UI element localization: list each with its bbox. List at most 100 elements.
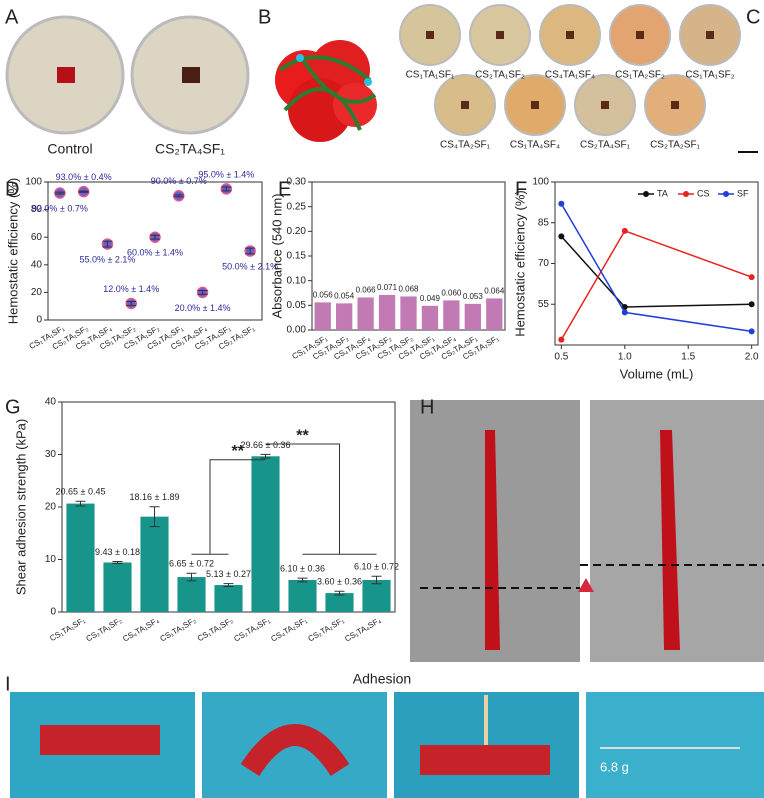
y-tick-label: 20 <box>31 287 43 298</box>
error-bar <box>102 240 113 248</box>
value-label: 9.43 ± 0.18 <box>95 547 140 557</box>
line <box>560 235 752 308</box>
caption: Control <box>47 141 92 157</box>
x-tick-label: CS₂TA₂SF₁ <box>307 616 346 644</box>
legend-swatch <box>723 191 729 197</box>
x-tick-label: CS₂TA₁SF₂ <box>85 616 124 644</box>
value-label: 0.049 <box>420 294 441 303</box>
error-bar <box>78 190 89 193</box>
bar <box>486 298 503 330</box>
y-tick-label: 0.30 <box>287 177 307 188</box>
bar <box>421 305 439 330</box>
y-tick-label: 0.20 <box>287 226 307 237</box>
value-label: 6.10 ± 0.72 <box>354 562 399 572</box>
caption: CS₂TA₄SF₁ <box>155 141 225 157</box>
caption: CS₄TA₂SF₁ <box>440 140 491 151</box>
value-label: 0.053 <box>463 292 484 301</box>
panel-label: A <box>5 6 19 28</box>
panel-label: E <box>278 178 291 200</box>
legend-swatch <box>643 191 649 197</box>
value-label: 50.0% ± 2.1% <box>222 261 278 271</box>
panel-label: D <box>5 178 19 200</box>
x-tick-label: CS₁TA₂SF₂ <box>159 616 198 644</box>
x-axis-label: Volume (mL) <box>620 366 694 381</box>
x-tick-label: CS₁TA₁SF₁ <box>48 616 87 643</box>
error-bar <box>223 583 234 587</box>
panel-title: Adhesion <box>353 671 411 687</box>
annotation: 6.8 g <box>600 759 629 774</box>
marker <box>748 301 755 308</box>
bar <box>66 503 95 612</box>
bar <box>214 585 243 612</box>
error-bar <box>197 289 208 295</box>
hydrogel <box>531 101 539 109</box>
y-tick-label: 85 <box>538 217 550 228</box>
y-tick-label: 30 <box>45 449 57 460</box>
bar <box>400 296 417 330</box>
error-bar <box>186 572 197 582</box>
value-label: 93.0% ± 0.4% <box>56 172 112 182</box>
panel-label: F <box>515 178 527 200</box>
y-axis-label: Hemostatic efficiency (%) <box>5 178 20 324</box>
marker <box>748 274 755 281</box>
legend-label: CS <box>697 188 710 198</box>
error-bar <box>150 234 160 240</box>
bar <box>378 294 396 330</box>
legend-swatch <box>683 191 689 197</box>
y-tick-label: 0.10 <box>287 275 307 286</box>
hydrogel <box>601 101 609 109</box>
value-label: 5.13 ± 0.27 <box>206 569 251 579</box>
x-tick-label: CS₂TA₄SF₁ <box>232 616 271 644</box>
value-label: 29.66 ± 0.36 <box>241 440 291 450</box>
value-label: 6.65 ± 0.72 <box>169 559 214 569</box>
y-axis-label: Absorbance (540 nm) <box>269 193 284 318</box>
value-label: 0.060 <box>441 289 462 298</box>
schematic-b <box>275 40 377 142</box>
marker <box>621 309 628 316</box>
bar <box>288 579 317 612</box>
legend-label: SF <box>737 188 749 198</box>
marker <box>748 328 755 335</box>
value-label: 0.064 <box>484 287 505 296</box>
y-tick-label: 0.15 <box>287 251 307 262</box>
bar <box>362 579 391 612</box>
value-label: 0.068 <box>398 285 419 294</box>
hydrogel <box>461 101 469 109</box>
hydrogel <box>671 101 679 109</box>
value-label: 60.0% ± 1.4% <box>127 248 183 258</box>
value-label: 55.0% ± 2.1% <box>79 254 135 264</box>
photo-h <box>410 400 764 662</box>
panel-label: B <box>258 6 271 28</box>
y-tick-label: 40 <box>31 259 43 270</box>
caption: CS₂TA₁SF₂ <box>475 70 525 81</box>
caption: CS₁TA₄SF₄ <box>510 140 560 151</box>
value-label: 95.0% ± 1.4% <box>198 169 254 179</box>
hydrogel <box>426 31 434 39</box>
bar <box>103 562 132 612</box>
value-label: 6.10 ± 0.36 <box>280 563 325 573</box>
panel-label: C <box>746 6 760 28</box>
error-bar <box>260 453 271 459</box>
bar <box>251 456 280 612</box>
y-tick-label: 40 <box>45 397 57 408</box>
y-tick-label: 80 <box>31 204 43 215</box>
marker <box>621 227 628 234</box>
marker <box>558 200 565 207</box>
panel-label: I <box>5 673 11 695</box>
annotation: ** <box>296 427 309 444</box>
line <box>560 229 752 340</box>
error-bar <box>334 590 345 596</box>
error-bar <box>126 301 137 306</box>
y-tick-label: 70 <box>538 258 550 269</box>
x-tick-label: 1.0 <box>618 352 632 363</box>
x-tick-label: 2.0 <box>745 352 759 363</box>
error-bar <box>221 186 232 192</box>
y-tick-label: 0 <box>50 607 56 618</box>
value-label: 18.16 ± 1.89 <box>130 492 180 502</box>
caption: CS₂TA₄SF₁ <box>580 140 631 151</box>
hydrogel <box>566 31 574 39</box>
value-label: 0.054 <box>334 291 355 300</box>
hydrogel <box>496 31 504 39</box>
panel-label: H <box>420 396 434 418</box>
legend-label: TA <box>657 188 668 198</box>
